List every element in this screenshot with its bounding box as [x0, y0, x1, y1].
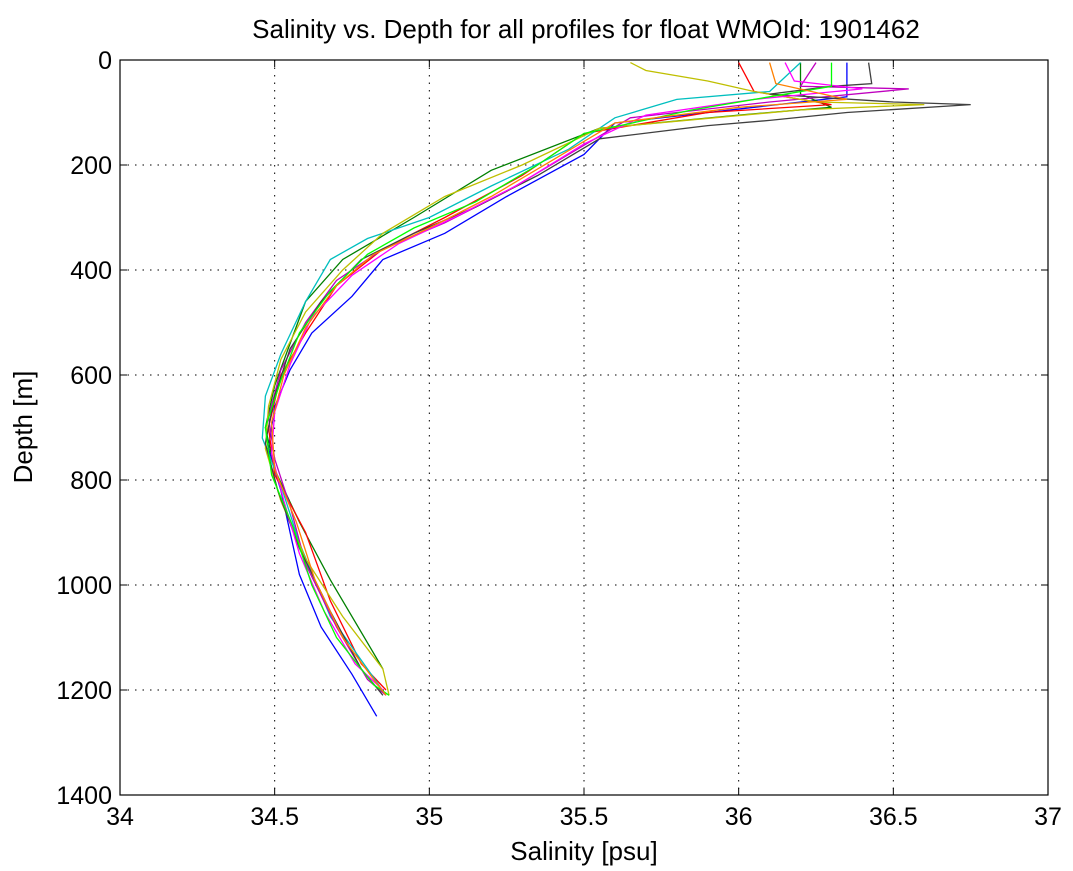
- y-tick-labels: 0 200 400 600 800 1000 1200 1400: [56, 47, 112, 810]
- y-tick-label: 1000: [56, 572, 112, 600]
- x-axis-label: Salinity [psu]: [510, 836, 657, 866]
- plot-frame: [119, 59, 1049, 796]
- x-tick-labels: 34 34.5 35 35.5 36 36.5 37: [106, 803, 1062, 831]
- y-axis-label: Depth [m]: [8, 371, 38, 484]
- x-tick-label: 36: [725, 803, 753, 831]
- x-tick-label: 34: [106, 803, 134, 831]
- data-series: [261, 62, 971, 717]
- x-tick-label: 35: [415, 803, 443, 831]
- x-tick-label: 36.5: [869, 803, 918, 831]
- x-tick-label: 37: [1034, 803, 1062, 831]
- y-tick-label: 600: [70, 362, 112, 390]
- grid-lines: [119, 59, 1049, 796]
- profile-line: [264, 62, 833, 696]
- y-tick-label: 800: [70, 467, 112, 495]
- y-tick-label: 200: [70, 152, 112, 180]
- y-tick-label: 1400: [56, 782, 112, 810]
- profile-line: [270, 62, 848, 696]
- y-tick-label: 0: [98, 47, 112, 75]
- chart-title: Salinity vs. Depth for all profiles for …: [252, 14, 920, 44]
- x-tick-label: 35.5: [560, 803, 609, 831]
- y-tick-label: 1200: [56, 677, 112, 705]
- x-tick-label: 34.5: [250, 803, 299, 831]
- y-tick-label: 400: [70, 257, 112, 285]
